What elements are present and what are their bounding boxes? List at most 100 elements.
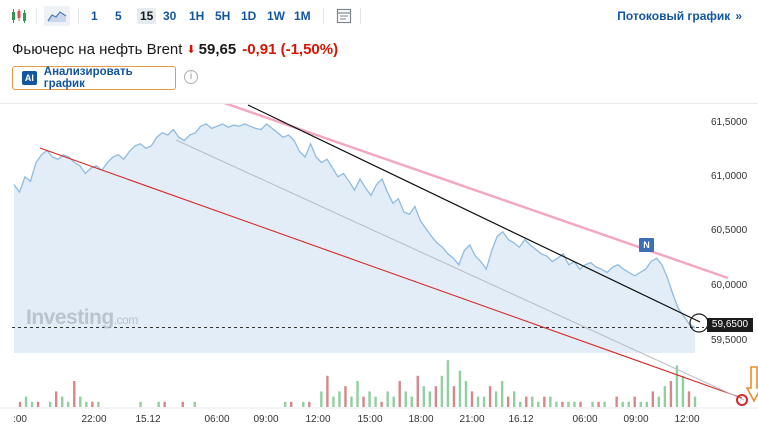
- timeframe-1[interactable]: 1: [91, 9, 98, 23]
- volume-bar: [344, 386, 347, 407]
- volume-bar: [500, 381, 504, 407]
- volume-bar: [362, 396, 365, 407]
- end-marker-circle: [736, 394, 748, 406]
- volume-bar: [476, 396, 480, 407]
- header-divider: [0, 103, 758, 104]
- timeframe-30[interactable]: 30: [163, 9, 177, 23]
- volume-bar: [308, 401, 311, 407]
- trendline-black: [247, 104, 701, 323]
- x-tick-label: 18:00: [408, 414, 434, 425]
- volume-bar: [386, 391, 389, 407]
- streaming-chart-link[interactable]: Потоковый график »: [617, 9, 742, 23]
- x-tick-label: 06:00: [204, 414, 230, 425]
- x-tick-label: 16.12: [508, 414, 534, 425]
- volume-bar: [30, 401, 34, 407]
- volume-bar: [488, 386, 492, 407]
- volume-bar: [422, 386, 426, 407]
- volume-bar: [181, 401, 184, 407]
- volume-bar: [645, 401, 648, 407]
- volume-bar: [380, 401, 383, 407]
- volume-bar: [549, 396, 552, 407]
- volume-bar: [597, 401, 600, 407]
- volume-bar: [302, 401, 305, 407]
- volume-bar: [693, 396, 697, 407]
- timeframe-5h[interactable]: 5H: [215, 9, 231, 23]
- analyze-chart-label: Анализировать график: [43, 66, 133, 90]
- volume-bar: [573, 401, 576, 407]
- volume-bar: [633, 396, 636, 407]
- volume-bar: [470, 391, 474, 407]
- investing-watermark: Investing.com: [26, 306, 138, 330]
- streaming-chart-label: Потоковый график: [617, 9, 731, 23]
- timeframe-5[interactable]: 5: [115, 9, 122, 23]
- volume-bar: [555, 401, 558, 407]
- volume-bar: [627, 401, 630, 407]
- x-tick-label: 15.12: [135, 414, 161, 425]
- volume-bar: [663, 386, 667, 407]
- volume-bar: [356, 381, 359, 407]
- volume-bar: [519, 401, 522, 407]
- price-area-fill: [14, 124, 695, 353]
- indicators-icon[interactable]: [333, 6, 355, 26]
- volume-bar: [79, 396, 82, 407]
- info-icon[interactable]: i: [184, 70, 198, 84]
- volume-bar: [392, 396, 395, 407]
- x-tick-label: 22:00: [81, 414, 107, 425]
- volume-bar: [54, 391, 58, 407]
- news-flag-icon[interactable]: N: [639, 238, 654, 252]
- y-tick-label: 60,0000: [711, 280, 748, 291]
- y-tick-label: 59,5000: [711, 335, 748, 346]
- volume-bar: [513, 391, 516, 407]
- volume-bar: [139, 401, 142, 407]
- instrument-header: Фьючерс на нефть Brent ⬇ 59,65 -0,91 (-1,50…: [12, 40, 338, 60]
- ai-badge-icon: AI: [22, 71, 37, 85]
- volume-bar: [506, 396, 510, 407]
- x-tick-label: 09:00: [623, 414, 649, 425]
- y-tick-label: 61,5000: [711, 117, 748, 128]
- volume-bar: [404, 391, 407, 407]
- price-chart[interactable]: [0, 104, 758, 431]
- timeframe-15[interactable]: 15: [137, 8, 157, 24]
- x-tick-label: 12:00: [674, 414, 700, 425]
- volume-bar: [193, 401, 196, 407]
- volume-bar: [675, 365, 679, 407]
- volume-bar: [567, 401, 570, 407]
- volume-bar: [687, 391, 691, 407]
- timeframe-1w[interactable]: 1W: [267, 9, 285, 23]
- trendline-gray: [175, 139, 745, 401]
- price-line-series: [13, 123, 696, 329]
- x-tick-label: 15:00: [357, 414, 383, 425]
- volume-bar: [374, 396, 377, 407]
- candlestick-icon[interactable]: [8, 6, 30, 26]
- area-chart-icon[interactable]: [44, 6, 70, 26]
- volume-bar: [410, 396, 413, 407]
- volume-bar: [91, 401, 94, 407]
- timeframe-1h[interactable]: 1H: [189, 9, 205, 23]
- volume-bar: [48, 401, 52, 407]
- volume-bar: [428, 391, 432, 407]
- volume-bar: [657, 396, 661, 407]
- x-tick-label: 12:00: [305, 414, 331, 425]
- timeframe-1d[interactable]: 1D: [241, 9, 257, 23]
- y-tick-label: 61,0000: [711, 171, 748, 182]
- timeframe-1m[interactable]: 1M: [294, 9, 311, 23]
- volume-bar: [97, 401, 100, 407]
- trendline-red: [39, 147, 743, 399]
- volume-bar: [398, 381, 401, 407]
- volume-bar: [494, 391, 498, 407]
- volume-bar: [67, 401, 70, 407]
- instrument-name: Фьючерс на нефть Brent: [12, 41, 183, 58]
- volume-bar: [73, 381, 76, 407]
- volume-bar: [464, 381, 468, 407]
- x-tick-label: :00: [13, 414, 27, 425]
- volume-bar: [681, 375, 685, 407]
- volume-bar: [537, 401, 540, 407]
- volume-bar: [290, 401, 293, 407]
- volume-bar: [416, 375, 419, 407]
- x-tick-label: 21:00: [459, 414, 485, 425]
- price-change: -0,91 (-1,50%): [242, 41, 339, 58]
- volume-bar: [591, 401, 594, 407]
- analyze-chart-button[interactable]: AI Анализировать график: [12, 66, 176, 90]
- volume-bar: [61, 396, 64, 407]
- current-price-tag: 59,6500: [707, 318, 753, 332]
